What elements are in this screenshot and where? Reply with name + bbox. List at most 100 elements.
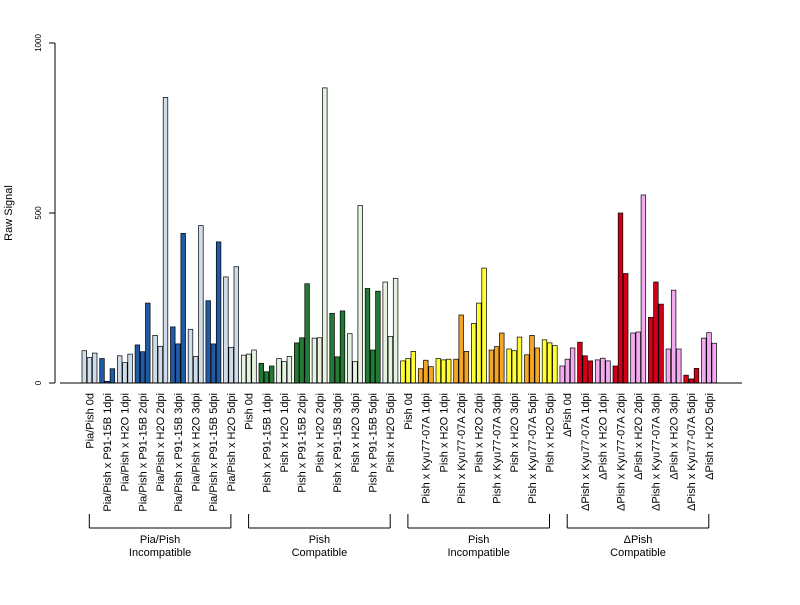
bar — [134, 344, 141, 384]
bar — [440, 359, 447, 384]
bar — [423, 359, 429, 384]
category-label: ΔPish x Kyu77-07A 5dpi — [686, 393, 698, 511]
bar — [322, 87, 328, 384]
group-label-line2: Incompatible — [448, 547, 510, 559]
bar — [198, 225, 204, 384]
category-label: Pish x H2O 3dpi — [350, 393, 362, 472]
bar — [139, 351, 146, 384]
category-label: Pish x H2O 1dpi — [279, 393, 291, 472]
category-label: Pish 0d — [403, 393, 415, 430]
y-tick-label: 500 — [34, 206, 43, 220]
bar — [251, 349, 257, 384]
bar — [458, 314, 464, 384]
bar — [516, 336, 523, 384]
bar — [228, 346, 234, 384]
bar — [623, 273, 629, 384]
bar — [701, 337, 707, 384]
bar — [276, 358, 282, 384]
bar — [529, 335, 535, 384]
bar — [382, 281, 388, 384]
bar — [294, 342, 300, 384]
bar — [410, 351, 416, 384]
bar — [688, 378, 694, 384]
bar — [534, 347, 540, 384]
category-label: Pia/Pish x H2O 2dpi — [155, 393, 167, 491]
bar — [635, 331, 641, 384]
bar — [564, 358, 571, 384]
category-label: Pish x P91-15B 2dpi — [297, 393, 309, 493]
bar — [488, 349, 495, 384]
bar — [428, 366, 434, 384]
category-label: ΔPish x Kyu77-07A 2dpi — [615, 393, 627, 511]
category-label: ΔPish x Kyu77-07A 1dpi — [580, 393, 592, 511]
bar — [653, 281, 659, 384]
bar — [676, 348, 682, 384]
bar — [122, 362, 128, 384]
category-label: Pish x H2O 2dpi — [314, 393, 326, 472]
category-label: Pish x P91-15B 5dpi — [368, 393, 380, 493]
category-label: Pish x P91-15B 3dpi — [332, 393, 344, 493]
bar — [286, 356, 293, 384]
bar — [364, 288, 371, 384]
category-label: Pia/Pish 0d — [84, 393, 96, 449]
group-label-line2: Compatible — [610, 547, 666, 559]
bar — [357, 205, 363, 384]
bar — [476, 302, 482, 384]
bar — [117, 355, 123, 384]
bar — [127, 353, 133, 384]
bar — [99, 358, 105, 384]
bar — [109, 368, 116, 384]
bar — [170, 326, 176, 384]
y-tick-label: 1000 — [34, 34, 43, 52]
category-label: ΔPish x H2O 1dpi — [598, 393, 610, 480]
bar — [205, 300, 211, 384]
bar — [524, 354, 530, 384]
bar — [630, 332, 636, 384]
category-label: Pish x Kyu77-07A 3dpi — [491, 393, 503, 504]
bar — [352, 361, 358, 384]
bar — [223, 276, 229, 384]
bar — [670, 289, 677, 384]
bar — [511, 350, 517, 384]
bar — [446, 358, 452, 384]
category-label: Pia/Pish x P91-15B 1dpi — [102, 393, 114, 512]
category-label: Pish x H2O 3dpi — [509, 393, 521, 472]
y-axis: 0 500 1000 — [34, 34, 56, 385]
bar — [577, 341, 583, 384]
bar — [648, 317, 654, 384]
bar — [552, 345, 558, 384]
bar — [334, 356, 340, 384]
bar — [258, 362, 264, 384]
bar — [311, 337, 318, 384]
bar — [210, 343, 217, 384]
category-label: Pia/Pish x H2O 5dpi — [226, 393, 238, 491]
category-label: Pia/Pish x P91-15B 5dpi — [208, 393, 220, 512]
bar — [706, 332, 712, 384]
bar — [471, 323, 477, 384]
bar — [658, 303, 664, 384]
category-label: Pish x H2O 2dpi — [474, 393, 486, 472]
bar — [499, 332, 505, 384]
bar — [493, 346, 500, 384]
category-label: ΔPish x Kyu77-07A 3dpi — [651, 393, 663, 511]
bar — [387, 336, 394, 384]
bar — [481, 267, 487, 384]
bar — [559, 365, 565, 384]
bar — [665, 348, 672, 384]
bar — [693, 368, 700, 384]
category-label: ΔPish x H2O 2dpi — [633, 393, 645, 480]
group-label-line1: Pia/Pish — [140, 534, 180, 546]
bar — [316, 337, 323, 384]
group-label-line1: Pish — [468, 534, 489, 546]
bar — [600, 357, 606, 384]
group-label-line1: ΔPish — [624, 534, 653, 546]
category-label: ΔPish x H2O 5dpi — [704, 393, 716, 480]
bar — [162, 97, 169, 384]
category-label: Pish x Kyu77-07A 2dpi — [456, 393, 468, 504]
bar — [240, 354, 247, 384]
category-label: Pish x P91-15B 1dpi — [261, 393, 273, 493]
category-label: Pish x Kyu77-07A 1dpi — [421, 393, 433, 504]
bar — [263, 371, 270, 384]
